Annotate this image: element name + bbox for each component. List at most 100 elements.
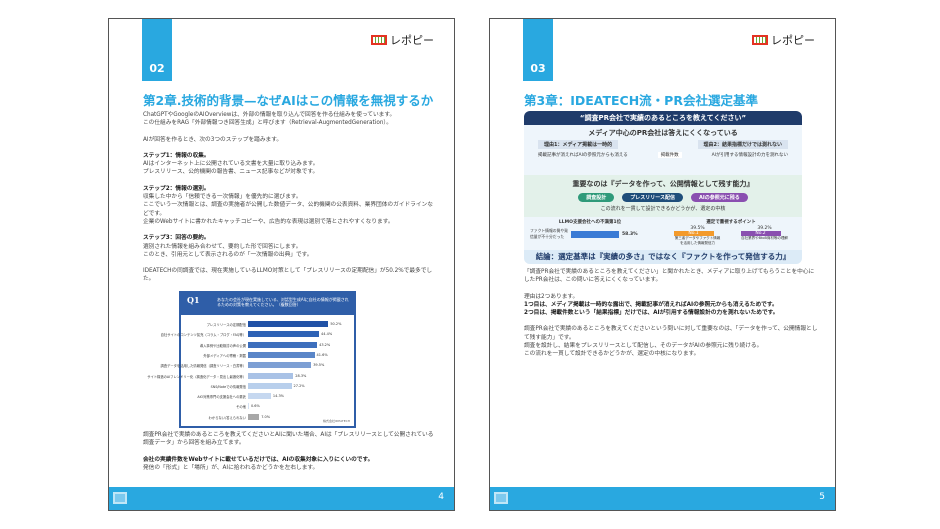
- paragraph: ChatGPTやGoogleのAIOverviewは、外部の情報を取り込んで回答…: [143, 112, 396, 127]
- no2-value: 39.2%: [757, 226, 772, 231]
- value-label: 50.2%: [330, 322, 342, 326]
- chart-row: SNS/Noteでの情報発信 27.2%: [181, 382, 351, 390]
- value-label: 27.2%: [293, 383, 305, 388]
- category-label: SNS/Noteでの情報発信: [210, 384, 246, 389]
- flow-step-ai-reference: AIの参照元に残る: [691, 193, 748, 202]
- chart-row: 調査データを活用した情報発信（調査リリース・白書等） 39.5%: [160, 362, 351, 369]
- chart-source: 株式会社IDEATECH: [323, 419, 350, 423]
- section-number: 03: [523, 19, 553, 81]
- chapter-heading: 第2章.技術的背景—なぜAIはこの情報を無視するか: [143, 93, 434, 108]
- category-label: 導入事例や比較検討の声の公開: [199, 343, 246, 348]
- reasons-bold: 1つ目は、メディア掲載は一時的な露出で、掲載記事が消えればAIの参照元からも消え…: [524, 301, 779, 317]
- page-footer: 5: [490, 487, 835, 510]
- value-label: 41.6%: [316, 352, 328, 357]
- page-4: 02 レポピー 第2章.技術的背景—なぜAIはこの情報を無視するか ChatGP…: [108, 18, 455, 511]
- flow-step-survey: 調査設計: [578, 193, 615, 202]
- value-label: 28.3%: [295, 373, 307, 378]
- bar: [248, 321, 329, 327]
- step-text: 選別された情報を組み合わせて、要約した形で回答にします。 このとき、引用元として…: [143, 243, 313, 258]
- stats-section: LLMO支援会社への不満第1位 ファクト情報の質や発信量が不十分だった 58.3%…: [524, 219, 802, 249]
- category-label: わからない/答えられない: [208, 415, 246, 420]
- step-text: 収集した中から「信頼できる一次情報」を優先的に選びます。 ここでいう一次情報とは…: [143, 194, 433, 225]
- chart-row: 導入事例や比較検討の声の公開 43.2%: [181, 341, 351, 349]
- no1-badge: No.1: [673, 231, 714, 236]
- paragraph: IDEATECHの同調査では、現在実施しているLLMO対策として「プレスリリース…: [143, 268, 433, 283]
- value-label: 7.0%: [261, 414, 271, 419]
- page-5: 03 レポピー 第3章：IDEATECH流・PR会社選定基準 “調査PR会社で実…: [489, 18, 836, 511]
- chart-header: Q1 あなたの会社が現在実施している、対話型生成AIに自社の情報が掲載されるための…: [181, 293, 354, 315]
- logo-icon: [752, 35, 768, 45]
- slide-icon: [113, 492, 127, 504]
- body-text: ChatGPTやGoogleのAIOverviewは、外部の情報を取り込んで回答…: [143, 111, 438, 292]
- bar: [248, 331, 320, 338]
- chart-row: 自社サイトのコンテンツ拡充（コラム・ブログ・FAQ等） 44.4%: [161, 331, 351, 338]
- section-number: 02: [142, 19, 172, 81]
- left-value: 58.3%: [622, 231, 638, 237]
- step-title: ステップ2：情報の選別。: [143, 185, 210, 192]
- logo-icon: [371, 35, 387, 45]
- conclusion: 結論：選定基準は『実績の多さ』ではなく『ファクトを作って発信する力』: [524, 250, 802, 264]
- chart-row: AIO対策専門の支援会社への委託 14.3%: [181, 393, 351, 400]
- paragraph: 「調査PR会社で実績のあるところを教えてください」と聞かれたとき、メディアに取り…: [524, 269, 815, 284]
- left-bar: [571, 230, 619, 238]
- logo-text: レポピー: [771, 34, 815, 47]
- flow-note: この流れを一貫して設計できるかどうかが、選定の中核: [600, 206, 726, 212]
- page-footer: 4: [109, 487, 454, 510]
- left-label: ファクト情報の質や発信量が不十分だった: [530, 228, 568, 239]
- reason-1: 理由1：メディア掲載は一時的: [538, 140, 619, 149]
- key-point: 重要なのは『データを作って、公開情報として残す能力』: [572, 180, 754, 188]
- category-label: その他: [236, 405, 246, 410]
- chart-row: その他 0.6%: [181, 403, 351, 410]
- logo-text: レポピー: [390, 34, 434, 47]
- value-label: 39.5%: [313, 363, 325, 368]
- step-text: AIはインターネット上に公開されている文書を大量に取り込みます。 プレスリリース…: [143, 161, 319, 176]
- paragraph: AIが回答を作るとき、次の3つのステップを踏みます。: [143, 136, 283, 143]
- key-section: 重要なのは『データを作って、公開情報として残す能力』 調査設計 プレスリリース配…: [524, 175, 802, 217]
- step-title: ステップ3：回答の要約。: [143, 235, 210, 242]
- reason-1-note: 掲載記事が消えればAIの参照元からも消える: [538, 153, 628, 158]
- paragraph: 発信の「形式」と「場所」が、AIに拾われるかどうかを左右します。: [143, 464, 319, 471]
- infographic: “調査PR会社で実績のあるところを教えてください” メディア中心のPR会社は答え…: [524, 111, 802, 264]
- bar: [248, 413, 260, 420]
- body-text: 「調査PR会社で実績のあるところを教えてください」と聞かれたとき、メディアに取り…: [524, 268, 819, 367]
- category-label: AIO対策専門の支援会社への委託: [197, 395, 246, 400]
- chart-row: わからない/答えられない 7.0%: [181, 413, 351, 421]
- bar: [248, 382, 292, 389]
- page-number: 4: [438, 492, 444, 502]
- category-label: サイト構造のAIフレンドリー化（構造化データ・見出し最適化等）: [147, 374, 246, 379]
- flow-step-release: プレスリリース配信: [622, 193, 684, 202]
- paragraph: 理由は2つあります。: [524, 293, 579, 300]
- info-subtitle: メディア中心のPR会社は答えにくくなっている: [588, 129, 738, 137]
- survey-chart: Q1 あなたの会社が現在実施している、対話型生成AIに自社の情報が掲載されるための…: [147, 291, 356, 428]
- reason-2: 理由2：結果指標だけでは測れない: [697, 140, 788, 149]
- emphasis-text: 会社の実績件数をWebサイトに載せているだけでは、AIの収集対象に入りにくいので…: [143, 456, 374, 463]
- no1-label: 第三者データやファクト情報を活用した情報発信力: [674, 236, 721, 245]
- bar: [248, 341, 318, 348]
- logo: レポピー: [752, 32, 815, 48]
- paragraph: 調査PR会社で実績のあるところを教えてくださいという問いに対して重要なのは、「デ…: [524, 326, 818, 358]
- slide-icon: [494, 492, 508, 504]
- chart-row: 外部メディアへの寄稿・掲載 41.6%: [181, 351, 351, 359]
- no1-value: 39.5%: [690, 226, 705, 231]
- paragraph: 調査PR会社で実績のあるところを教えてくださいとAIに聞いた場合、AIは「プレス…: [143, 432, 434, 447]
- question-label: Q1: [187, 295, 200, 305]
- value-label: 44.4%: [321, 332, 333, 337]
- category-label: 自社サイトのコンテンツ拡充（コラム・ブログ・FAQ等）: [160, 333, 246, 338]
- page-number: 5: [819, 492, 825, 502]
- no2-label: 自社業界やBtoB商材等の理解: [741, 236, 788, 240]
- left-title: LLMO支援会社への不満第1位: [558, 220, 622, 225]
- logo: レポピー: [371, 32, 434, 48]
- right-title: 選定で重視するポイント: [706, 220, 756, 225]
- bar: [248, 403, 249, 410]
- info-question: “調査PR会社で実績のあるところを教えてください”: [524, 111, 802, 125]
- bar: [248, 372, 294, 379]
- reason-2-note: AIが引用する情報設計の力を測れない: [711, 153, 788, 158]
- category-label: プレスリリースの定期配信: [206, 323, 246, 327]
- value-label: 14.3%: [272, 394, 284, 399]
- bar: [248, 362, 312, 369]
- value-label: 0.6%: [250, 404, 260, 409]
- category-label: 調査データを活用した情報発信（調査リリース・白書等）: [160, 364, 246, 369]
- chart-row: サイト構造のAIフレンドリー化（構造化データ・見出し最適化等） 28.3%: [147, 372, 351, 380]
- no2-badge: No.2: [740, 231, 781, 236]
- bar: [248, 393, 271, 400]
